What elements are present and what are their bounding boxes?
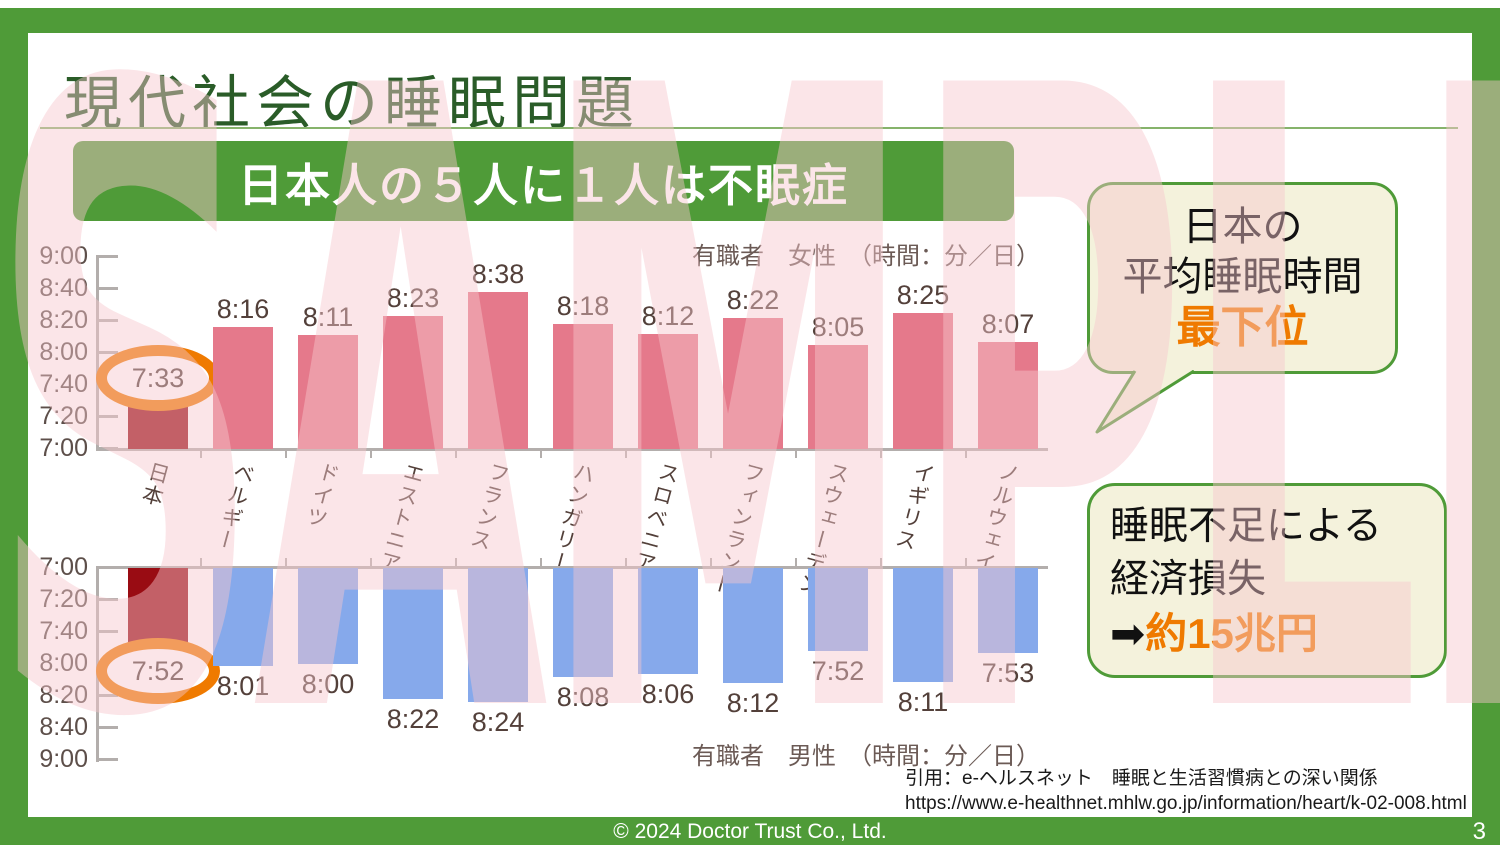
bubble-line-1: 日本の bbox=[1182, 205, 1303, 249]
callout-economic-loss: 睡眠不足による 経済損失 ➡約15兆円 bbox=[1087, 483, 1447, 678]
bubble-highlight: 最下位 bbox=[1176, 303, 1309, 352]
econ-line-1: 睡眠不足による bbox=[1110, 505, 1382, 548]
econ-line-2: 経済損失 bbox=[1110, 558, 1267, 601]
econ-highlight-line: ➡約15兆円 bbox=[1110, 606, 1444, 661]
citation: 引用：e-ヘルスネット 睡眠と生活習慣病との深い関係 https://www.e… bbox=[905, 766, 1467, 816]
callout-bubble-japan-lowest: 日本の 平均睡眠時間 最下位 bbox=[1087, 182, 1398, 374]
econ-highlight: 約15兆円 bbox=[1145, 610, 1318, 657]
arrow-icon: ➡ bbox=[1110, 610, 1146, 657]
bubble-line-2: 平均睡眠時間 bbox=[1122, 255, 1363, 299]
chart-women-legend: 有職者 女性 （時間：分／日） bbox=[692, 243, 1040, 270]
footer-copyright: © 2024 Doctor Trust Co., Ltd. bbox=[613, 820, 887, 843]
chart-men-legend: 有職者 男性 （時間：分／日） bbox=[692, 743, 1040, 770]
citation-url: https://www.e-healthnet.mhlw.go.jp/infor… bbox=[905, 793, 1467, 814]
headline-text: 日本人の５人に１人は不眠症 bbox=[237, 159, 849, 211]
headline-banner: 日本人の５人に１人は不眠症 bbox=[73, 141, 1014, 221]
citation-source: 引用：e-ヘルスネット 睡眠と生活習慣病との深い関係 bbox=[905, 768, 1378, 789]
page-title: 現代社会の睡眠問題 bbox=[64, 71, 641, 136]
page-number: 3 bbox=[1472, 818, 1486, 845]
bubble-tail bbox=[1095, 370, 1195, 434]
title-underline bbox=[40, 127, 1458, 129]
